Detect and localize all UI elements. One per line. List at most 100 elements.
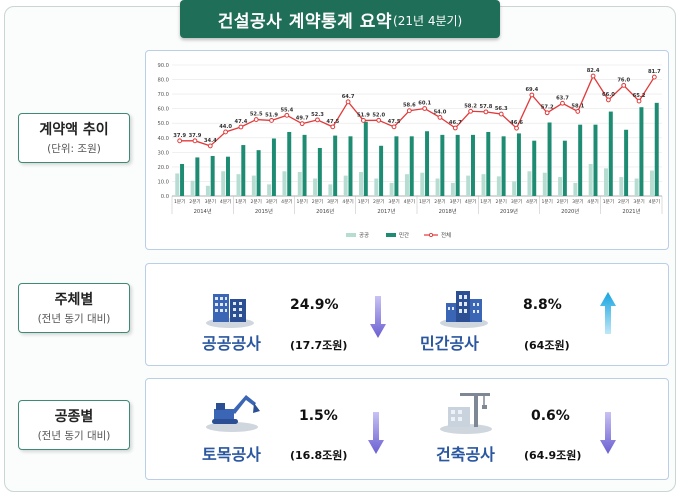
- x-tick-label: 1분기: [358, 198, 369, 205]
- x-tick-label: 3분기: [388, 198, 399, 205]
- bar-public: [389, 182, 394, 196]
- excavator-icon: [206, 395, 260, 432]
- bar-public: [604, 168, 609, 196]
- bar-private: [486, 131, 491, 196]
- bar-private: [317, 147, 322, 196]
- bar-public: [328, 184, 333, 196]
- bar-private: [608, 111, 613, 196]
- y-tick-label: 60.0: [157, 107, 169, 113]
- bar-public: [558, 177, 563, 196]
- header-title: 건설공사 계약통계 요약: [217, 11, 393, 32]
- bar-public: [267, 184, 272, 196]
- x-tick-label: 1분기: [541, 198, 552, 205]
- bar-public: [588, 163, 593, 196]
- data-label: 47.5: [388, 119, 401, 125]
- data-label: 64.7: [342, 94, 355, 100]
- bar-private: [180, 163, 185, 196]
- bar-public: [527, 171, 532, 196]
- x-tick-label: 4분기: [342, 198, 353, 205]
- data-label: 52.5: [250, 112, 263, 118]
- total-point: [299, 121, 305, 127]
- x-tick-label: 4분기: [526, 198, 537, 205]
- data-label: 54.0: [434, 109, 447, 115]
- decrease-arrow-icon: [368, 412, 384, 454]
- bar-public: [175, 173, 180, 196]
- private-works-amount: (64조원): [524, 339, 570, 352]
- x-tick-label: 2분기: [373, 198, 384, 205]
- header-period: (21년 4분기): [393, 14, 463, 28]
- bar-public: [404, 174, 409, 196]
- civil-works-amount: (16.8조원): [290, 449, 348, 462]
- total-point: [590, 73, 596, 79]
- x-tick-label: 1분기: [603, 198, 614, 205]
- data-label: 63.7: [556, 95, 569, 101]
- bar-private: [593, 124, 598, 196]
- total-point: [223, 129, 228, 135]
- x-tick-label: 2분기: [557, 198, 568, 205]
- total-point: [529, 92, 535, 98]
- bar-private: [654, 102, 659, 196]
- trend-label-box: 계약액 추이 (단위: 조원): [18, 113, 130, 163]
- bar-private: [440, 134, 445, 196]
- bar-public: [313, 178, 318, 196]
- building-works-amount: (64.9조원): [524, 449, 582, 462]
- bar-private: [639, 107, 644, 196]
- bar-public: [466, 175, 471, 196]
- total-point: [238, 124, 244, 130]
- total-point: [253, 117, 259, 122]
- bar-public: [190, 180, 195, 196]
- total-point: [452, 125, 458, 131]
- bar-private: [195, 157, 200, 196]
- x-tick-label: 3분기: [266, 198, 277, 205]
- bar-private: [287, 131, 292, 196]
- bar-private: [547, 122, 552, 196]
- x-tick-label: 4분기: [465, 198, 476, 205]
- total-point: [391, 124, 397, 130]
- data-label: 44.0: [219, 124, 232, 130]
- data-label: 47.4: [235, 119, 248, 125]
- legend-label-public: 공공: [359, 232, 369, 239]
- bar-private: [501, 136, 506, 196]
- total-line: [179, 74, 655, 147]
- data-label: 57.2: [541, 105, 554, 111]
- trend-title: 계약액 추이: [39, 122, 109, 138]
- year-label: 2018년: [439, 207, 457, 215]
- y-tick-label: 70.0: [157, 92, 169, 98]
- bar-public: [221, 171, 226, 196]
- data-label: 58.2: [464, 103, 477, 109]
- bar-private: [302, 134, 307, 196]
- y-tick-label: 90.0: [157, 63, 169, 69]
- data-label: 57.8: [480, 104, 493, 110]
- x-tick-label: 3분기: [511, 198, 522, 205]
- bar-public: [374, 178, 379, 196]
- y-tick-label: 50.0: [157, 121, 169, 127]
- year-label: 2017년: [377, 207, 395, 215]
- data-label: 37.9: [173, 133, 186, 139]
- bar-public: [435, 178, 440, 196]
- bar-private: [363, 121, 368, 196]
- data-label: 69.4: [525, 87, 538, 93]
- x-tick-label: 2분기: [312, 198, 323, 205]
- bar-private: [409, 136, 414, 196]
- building-works-percent: 0.6%: [531, 408, 570, 424]
- total-point: [437, 115, 443, 120]
- bar-private: [379, 145, 384, 196]
- data-label: 49.7: [296, 116, 309, 122]
- y-tick-label: 0.0: [161, 194, 169, 200]
- x-tick-label: 2분기: [618, 198, 629, 205]
- total-point: [315, 117, 320, 123]
- x-tick-label: 1분기: [174, 198, 185, 205]
- legend-marker-total: [428, 232, 434, 238]
- bar-private: [348, 136, 353, 196]
- decrease-arrow-icon: [600, 412, 616, 454]
- year-label: 2020년: [561, 207, 579, 215]
- x-tick-label: 3분기: [205, 198, 216, 205]
- y-tick-label: 20.0: [157, 165, 169, 171]
- total-point: [468, 108, 473, 114]
- y-tick-label: 40.0: [157, 136, 169, 142]
- total-point: [345, 99, 351, 105]
- entity-panel: 공공공사 24.9% (17.7조원) 민간공사 8.8% (64조원): [145, 263, 669, 366]
- data-label: 51.9: [265, 112, 278, 118]
- type-label-box: 공종별 (전년 동기 대비): [18, 400, 130, 450]
- legend-label-total: 전체: [441, 231, 451, 239]
